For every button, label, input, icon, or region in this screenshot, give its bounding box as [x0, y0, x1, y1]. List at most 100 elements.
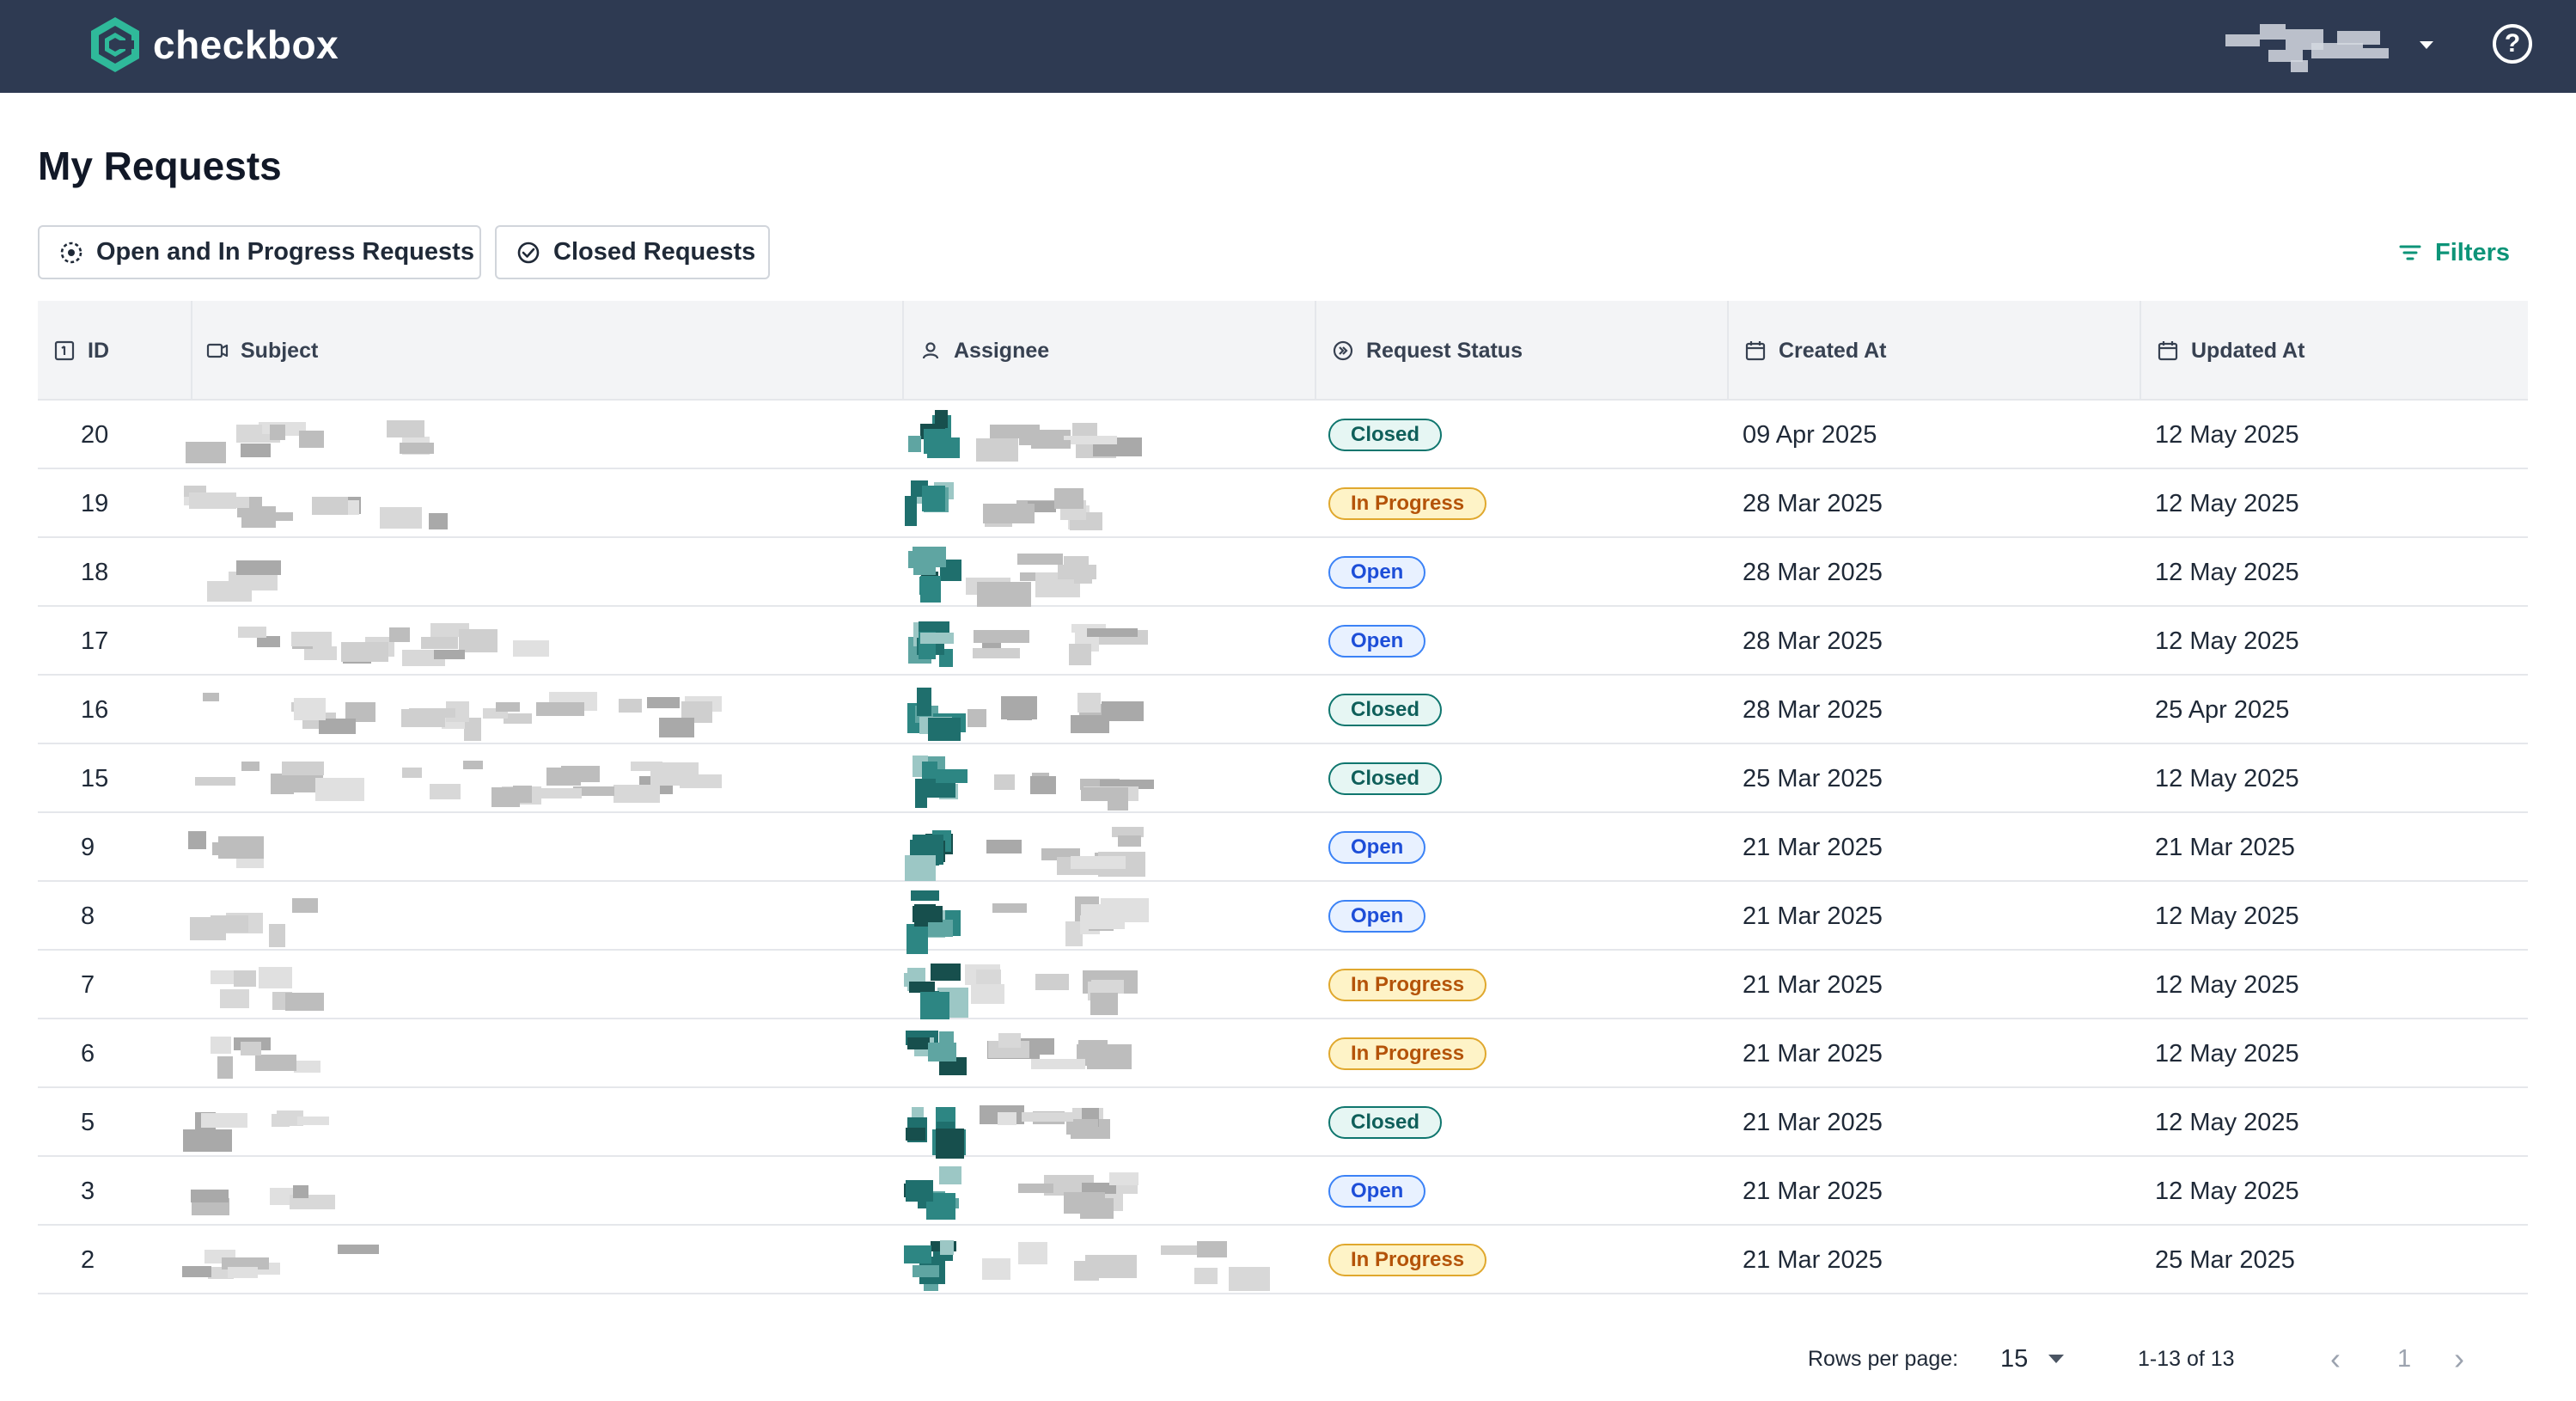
- column-header-assignee[interactable]: Assignee: [919, 301, 1049, 401]
- tab-open-label: Open and In Progress Requests: [96, 238, 474, 266]
- avatar: [904, 753, 968, 808]
- top-bar: checkbox ?: [0, 0, 2576, 93]
- table-row[interactable]: 15 Closed 25 Mar 2025 12 May 2025: [38, 744, 2528, 813]
- column-header-subject[interactable]: Subject: [206, 301, 318, 401]
- column-header-status[interactable]: Request Status: [1332, 301, 1523, 401]
- logo[interactable]: checkbox: [84, 14, 339, 76]
- updated-at: 12 May 2025: [2155, 489, 2299, 517]
- avatar: [904, 615, 961, 667]
- assignee-redacted: [904, 469, 1127, 538]
- requests-table: ID Subject Assignee Request Stat: [38, 301, 2528, 1294]
- request-id: 16: [81, 695, 109, 724]
- filters-button[interactable]: Filters: [2397, 234, 2510, 272]
- created-at: 21 Mar 2025: [1743, 1039, 1883, 1068]
- updated-at: 12 May 2025: [2155, 970, 2299, 999]
- request-subject-redacted: [182, 607, 549, 676]
- request-status: Open: [1328, 882, 1426, 951]
- request-status: In Progress: [1328, 1226, 1487, 1294]
- table-row[interactable]: 17 Open 28 Mar 2025 12 May 2025: [38, 607, 2528, 676]
- request-status: In Progress: [1328, 469, 1487, 538]
- tab-open-in-progress[interactable]: Open and In Progress Requests: [38, 225, 481, 279]
- request-id: 6: [81, 1039, 95, 1068]
- rows-per-page-select[interactable]: 15: [2000, 1337, 2065, 1380]
- table-row[interactable]: 6 In Progress 21 Mar 2025 12 May 2025: [38, 1019, 2528, 1088]
- page-number[interactable]: 1: [2397, 1344, 2412, 1373]
- created-at: 28 Mar 2025: [1743, 695, 1883, 724]
- table-row[interactable]: 3 Open 21 Mar 2025 12 May 2025: [38, 1157, 2528, 1226]
- column-header-updated[interactable]: Updated At: [2157, 301, 2304, 401]
- avatar: [904, 409, 961, 461]
- assignee-redacted: [904, 813, 1153, 882]
- updated-at: 12 May 2025: [2155, 627, 2299, 655]
- status-badge: Open: [1328, 900, 1426, 933]
- updated-at: 12 May 2025: [2155, 1039, 2299, 1068]
- status-badge: In Progress: [1328, 969, 1487, 1001]
- assignee-redacted: [904, 882, 1149, 954]
- request-subject-redacted: [182, 1019, 328, 1088]
- rows-per-page-value: 15: [2000, 1344, 2029, 1373]
- column-header-assignee-label: Assignee: [954, 338, 1050, 363]
- table-row[interactable]: 9 Open 21 Mar 2025 21 Mar 2025: [38, 813, 2528, 882]
- table-row[interactable]: 8 Open 21 Mar 2025 12 May 2025: [38, 882, 2528, 954]
- chevron-down-icon[interactable]: [2420, 41, 2433, 49]
- chevron-left-icon[interactable]: ‹: [2330, 1341, 2341, 1376]
- status-badge: Closed: [1328, 762, 1443, 795]
- chevron-right-icon[interactable]: ›: [2454, 1341, 2464, 1376]
- table-row[interactable]: 20 Closed 09 Apr 2025 12 May 2025: [38, 401, 2528, 469]
- request-id: 18: [81, 558, 109, 586]
- updated-at: 12 May 2025: [2155, 1177, 2299, 1205]
- column-header-created[interactable]: Created At: [1744, 301, 1887, 401]
- subject-icon: [206, 343, 229, 358]
- request-id: 9: [81, 833, 95, 861]
- request-subject-redacted: [182, 401, 440, 469]
- user-menu[interactable]: [2208, 17, 2440, 77]
- request-status: In Progress: [1328, 951, 1487, 1019]
- table-row[interactable]: 18 Open 28 Mar 2025 12 May 2025: [38, 538, 2528, 607]
- created-at: 21 Mar 2025: [1743, 970, 1883, 999]
- status-badge: Open: [1328, 625, 1426, 658]
- column-header-id[interactable]: ID: [53, 301, 109, 401]
- table-row[interactable]: 16 Closed 28 Mar 2025 25 Apr 2025: [38, 676, 2528, 744]
- avatar: [904, 1234, 961, 1291]
- request-subject-redacted: [182, 1157, 335, 1226]
- request-status: Closed: [1328, 744, 1443, 813]
- request-status: In Progress: [1328, 1019, 1487, 1088]
- table-row[interactable]: 5 Closed 21 Mar 2025 12 May 2025: [38, 1088, 2528, 1159]
- avatar: [904, 890, 961, 954]
- created-at: 25 Mar 2025: [1743, 764, 1883, 792]
- table-header: ID Subject Assignee Request Stat: [38, 301, 2528, 401]
- assignee-redacted: [904, 538, 1119, 607]
- updated-at: 12 May 2025: [2155, 420, 2299, 449]
- user-icon: [922, 342, 939, 359]
- request-subject-redacted: [182, 538, 281, 607]
- created-at: 21 Mar 2025: [1743, 1108, 1883, 1136]
- request-id: 19: [81, 489, 109, 517]
- assignee-redacted: [904, 951, 1138, 1019]
- table-row[interactable]: 7 In Progress 21 Mar 2025 12 May 2025: [38, 951, 2528, 1019]
- created-at: 21 Mar 2025: [1743, 1245, 1883, 1274]
- request-id: 15: [81, 764, 109, 792]
- status-badge: Closed: [1328, 419, 1443, 451]
- updated-at: 12 May 2025: [2155, 902, 2299, 930]
- request-status: Closed: [1328, 676, 1443, 744]
- updated-at: 21 Mar 2025: [2155, 833, 2295, 861]
- column-divider: [902, 301, 904, 401]
- tab-closed-label: Closed Requests: [553, 238, 756, 266]
- column-header-updated-label: Updated At: [2191, 338, 2305, 363]
- created-at: 28 Mar 2025: [1743, 489, 1883, 517]
- request-id: 8: [81, 902, 95, 930]
- table-row[interactable]: 2 In Progress 21 Mar 2025 25 Mar 2025: [38, 1226, 2528, 1294]
- avatar: [904, 1097, 966, 1159]
- avatar: [2208, 17, 2413, 77]
- column-divider: [1315, 301, 1316, 401]
- progress-circle-icon: [60, 242, 82, 263]
- table-row[interactable]: 19 In Progress 28 Mar 2025 12 May 2025: [38, 469, 2528, 538]
- status-badge: Open: [1328, 556, 1426, 589]
- request-id: 2: [81, 1245, 95, 1274]
- tab-closed[interactable]: Closed Requests: [495, 225, 770, 279]
- request-subject-redacted: [182, 813, 285, 882]
- request-status: Open: [1328, 538, 1426, 607]
- help-circle-icon[interactable]: ?: [2493, 24, 2532, 64]
- request-id: 20: [81, 420, 109, 449]
- assignee-redacted: [904, 744, 1154, 813]
